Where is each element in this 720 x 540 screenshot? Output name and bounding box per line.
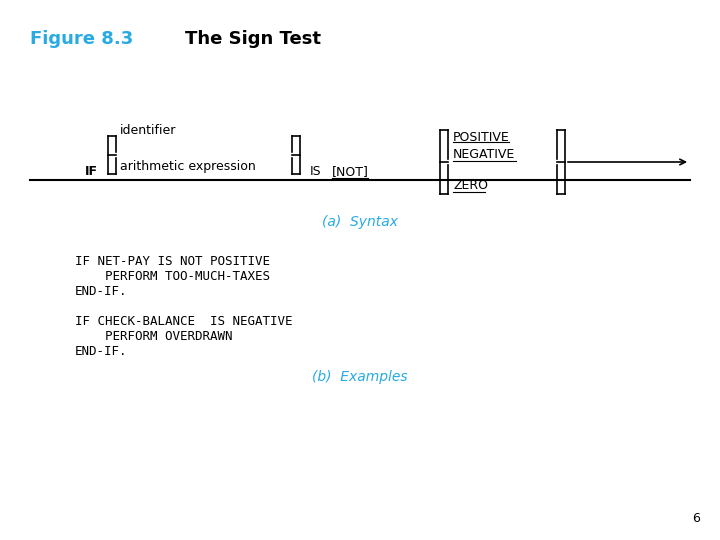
Text: IF NET-PAY IS NOT POSITIVE: IF NET-PAY IS NOT POSITIVE: [75, 255, 270, 268]
Text: NEGATIVE: NEGATIVE: [453, 148, 516, 161]
Text: IS: IS: [310, 165, 322, 178]
Text: Figure 8.3: Figure 8.3: [30, 30, 133, 48]
Text: 6: 6: [692, 512, 700, 525]
Text: arithmetic expression: arithmetic expression: [120, 160, 256, 173]
Text: END-IF.: END-IF.: [75, 285, 127, 298]
Text: PERFORM TOO-MUCH-TAXES: PERFORM TOO-MUCH-TAXES: [75, 270, 270, 283]
Text: (a)  Syntax: (a) Syntax: [322, 215, 398, 229]
Text: ZERO: ZERO: [453, 179, 488, 192]
Text: IF CHECK-BALANCE  IS NEGATIVE: IF CHECK-BALANCE IS NEGATIVE: [75, 315, 292, 328]
Text: identifier: identifier: [120, 124, 176, 137]
Text: END-IF.: END-IF.: [75, 345, 127, 358]
Text: (b)  Examples: (b) Examples: [312, 370, 408, 384]
Text: POSITIVE: POSITIVE: [453, 131, 510, 144]
Text: IF: IF: [85, 165, 98, 178]
Text: PERFORM OVERDRAWN: PERFORM OVERDRAWN: [75, 330, 233, 343]
Text: The Sign Test: The Sign Test: [185, 30, 321, 48]
Text: [NOT]: [NOT]: [332, 165, 369, 178]
